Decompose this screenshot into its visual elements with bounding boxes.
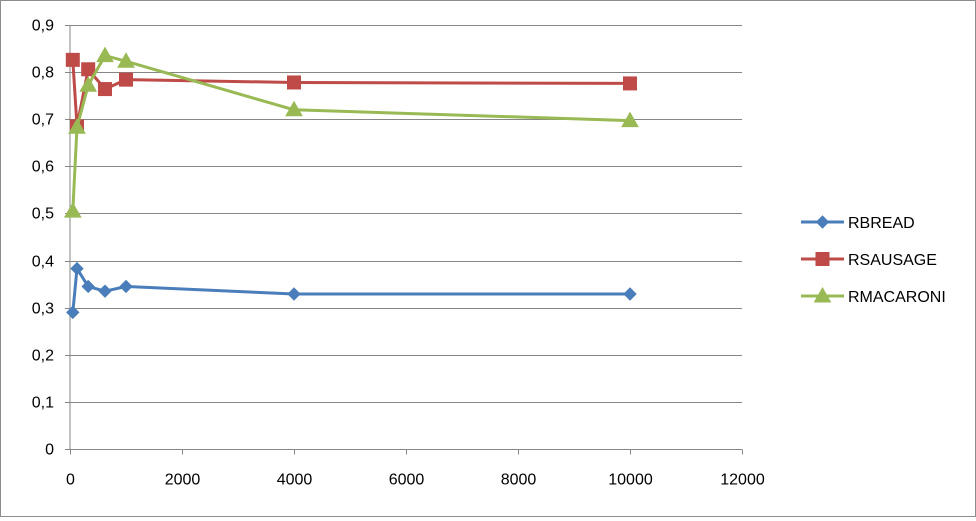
x-tick-label: 10000 <box>608 472 653 489</box>
x-tick-label: 6000 <box>389 472 425 489</box>
legend-label-rmacaroni: RMACARONI <box>848 289 946 306</box>
y-tick-label: 0,5 <box>32 206 54 223</box>
data-point-rbread <box>70 261 84 276</box>
data-point-rbread <box>81 279 95 294</box>
gridlines <box>70 25 742 403</box>
y-tick-label: 0,6 <box>32 159 54 176</box>
y-tick-label: 0,7 <box>32 112 54 129</box>
data-point-rmacaroni <box>96 46 114 63</box>
data-point-rsausage <box>623 76 637 91</box>
series-rmacaroni <box>63 46 639 218</box>
legend: RBREAD RSAUSAGE RMACARONI <box>801 215 946 306</box>
x-tick-label: 0 <box>66 472 75 489</box>
legend-item-rmacaroni: RMACARONI <box>801 286 946 306</box>
legend-marker-rsausage <box>815 252 830 266</box>
data-point-rsausage <box>119 72 133 87</box>
legend-item-rbread: RBREAD <box>801 215 915 232</box>
data-point-rmacaroni <box>68 118 86 134</box>
data-point-rbread <box>287 287 301 301</box>
axes: 0 0,1 0,2 0,3 0,4 0,5 0,6 0,7 0,8 0,9 0 2000 4000 600… <box>32 18 765 489</box>
x-tick-label: 2000 <box>165 472 201 489</box>
legend-label-rbread: RBREAD <box>848 215 915 232</box>
x-tick-label: 4000 <box>277 472 313 489</box>
series-line-rbread <box>71 267 632 314</box>
data-point-rsausage <box>65 52 80 67</box>
y-tick-label: 0,8 <box>32 65 54 82</box>
data-point-rmacaroni <box>285 100 303 117</box>
series-rbread <box>66 261 637 320</box>
data-point-rmacaroni <box>621 111 639 128</box>
data-point-rmacaroni <box>117 52 135 68</box>
data-point-rsausage <box>98 82 112 97</box>
legend-item-rsausage: RSAUSAGE <box>801 252 937 269</box>
y-tick-label: 0,4 <box>32 254 54 271</box>
data-point-rbread <box>66 305 80 320</box>
y-tick-label: 0 <box>45 442 54 459</box>
data-point-rmacaroni <box>79 76 98 92</box>
data-point-rsausage <box>81 62 96 77</box>
data-point-rbread <box>623 287 637 301</box>
legend-label-rsausage: RSAUSAGE <box>848 252 937 269</box>
y-tick-label: 0,9 <box>32 18 54 35</box>
series-layer <box>63 46 639 320</box>
data-point-rsausage <box>287 75 301 90</box>
data-point-rmacaroni <box>63 202 82 218</box>
y-tick-label: 0,3 <box>32 301 54 318</box>
y-tick-label: 0,2 <box>32 348 54 365</box>
data-point-rbread <box>98 284 112 298</box>
y-tick-label: 0,1 <box>32 395 54 412</box>
legend-marker-rbread <box>815 215 830 229</box>
legend-marker-rmacaroni <box>813 286 832 303</box>
data-point-rbread <box>119 279 133 294</box>
x-tick-label: 12000 <box>720 472 765 489</box>
x-tick-label: 8000 <box>501 472 537 489</box>
series-rsausage <box>65 52 637 134</box>
